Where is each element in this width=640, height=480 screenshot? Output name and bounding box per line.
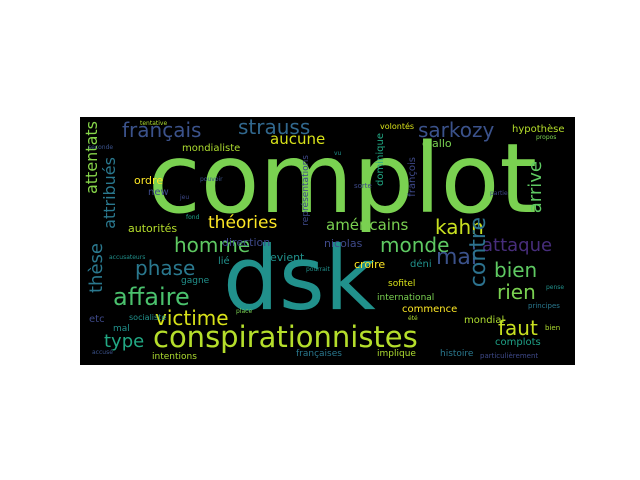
- word: histoire: [440, 349, 474, 359]
- word: conspirationnistes: [153, 320, 418, 354]
- word: sarkozy: [418, 118, 495, 142]
- word: américains: [326, 216, 409, 234]
- word: international: [377, 293, 435, 303]
- word: type: [104, 331, 145, 352]
- word: pouvoir: [200, 176, 223, 183]
- word: complot: [148, 123, 538, 235]
- word: attribués: [100, 157, 119, 229]
- word: pourrait: [306, 266, 330, 273]
- word: gagne: [181, 276, 210, 286]
- word: homme: [174, 233, 251, 257]
- word: devient: [263, 251, 305, 264]
- word: commence: [402, 304, 458, 315]
- word: jeu: [180, 194, 190, 201]
- word: monde: [380, 233, 450, 257]
- word: aucune: [270, 130, 326, 148]
- word: mondial: [464, 315, 505, 326]
- word: françaises: [296, 349, 342, 359]
- word: dominique: [375, 133, 386, 186]
- word: propos: [536, 134, 557, 141]
- word: sofitel: [388, 279, 416, 289]
- word: bien: [494, 258, 538, 282]
- word: seconde: [88, 144, 114, 151]
- word: intentions: [152, 352, 197, 362]
- word: croire: [354, 258, 386, 271]
- word: tentative: [140, 120, 168, 127]
- word: rien: [497, 280, 536, 304]
- word: bien: [545, 324, 561, 332]
- word: lié: [218, 256, 230, 267]
- word: implique: [377, 349, 416, 359]
- word: fond: [186, 214, 200, 221]
- word: sorte: [354, 182, 372, 190]
- word: pense: [546, 284, 565, 291]
- word: mondialiste: [182, 143, 241, 154]
- word: accusé: [92, 349, 113, 356]
- word: phase: [135, 256, 196, 280]
- word: vu: [334, 150, 342, 157]
- word: victime: [155, 306, 229, 330]
- word: place: [236, 308, 253, 315]
- word: direction: [222, 236, 271, 249]
- word: arrive: [525, 161, 546, 214]
- word: socialiste: [129, 313, 167, 322]
- word: etc: [89, 314, 105, 325]
- word: attentats: [82, 121, 101, 195]
- word: affaire: [113, 283, 190, 311]
- word: diallo: [422, 137, 452, 150]
- word: représentations: [301, 155, 311, 226]
- word: mal: [113, 324, 130, 334]
- word: théories: [208, 213, 278, 233]
- word: faut: [498, 316, 538, 340]
- word: particulièrement: [480, 352, 539, 360]
- word: thèse: [86, 243, 107, 293]
- word: français: [122, 118, 202, 142]
- word: volontés: [380, 122, 415, 131]
- word: autorités: [128, 222, 178, 235]
- word: françois: [407, 157, 418, 197]
- word: contre: [466, 217, 491, 288]
- word: hypothèse: [512, 124, 565, 135]
- word: mai: [436, 245, 478, 270]
- word: partie: [490, 190, 508, 197]
- word: complots: [495, 337, 541, 348]
- word: accusateurs: [109, 254, 146, 261]
- word: kahn: [435, 215, 484, 239]
- word-cloud: complot dsk conspirationnistes théories …: [80, 117, 575, 365]
- word: new: [148, 187, 169, 198]
- word: strauss: [238, 117, 311, 139]
- word: déni: [410, 259, 432, 270]
- word: dsk: [223, 227, 376, 330]
- word: attaque: [482, 235, 553, 256]
- word: nicolas: [324, 237, 363, 250]
- word: principes: [528, 302, 560, 310]
- word: été: [408, 315, 418, 322]
- word: ordre: [134, 174, 164, 187]
